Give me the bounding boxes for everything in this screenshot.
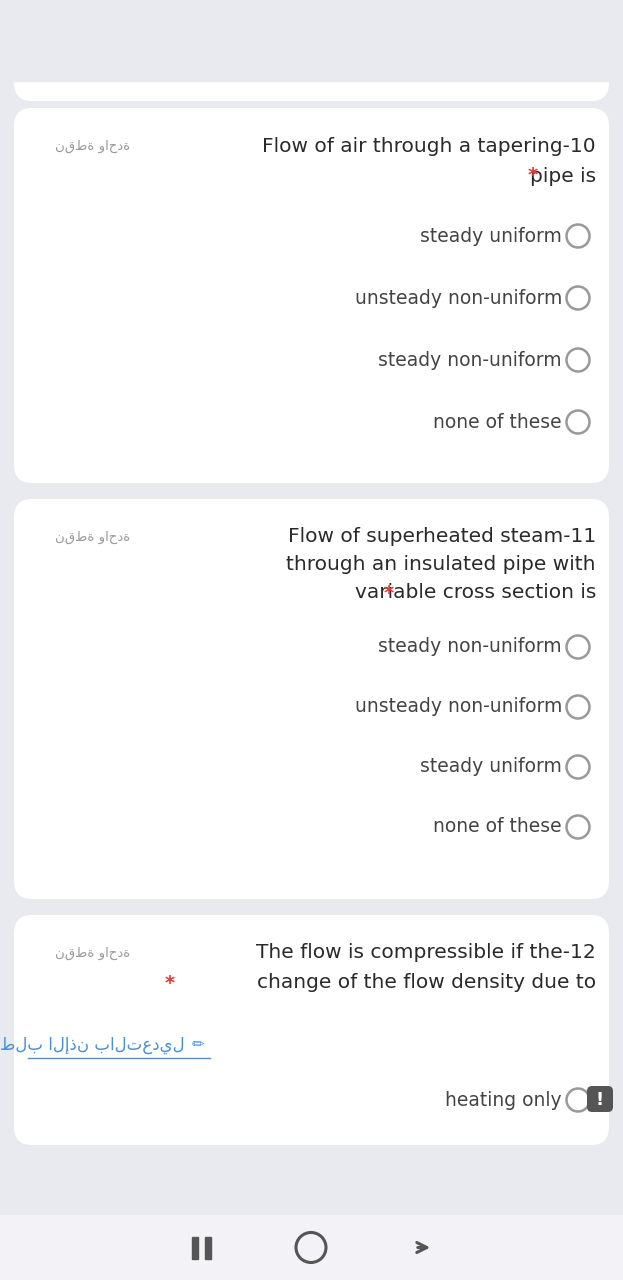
- Bar: [205, 1236, 211, 1258]
- Text: heating only: heating only: [445, 1091, 562, 1110]
- Text: unsteady non-uniform: unsteady non-uniform: [354, 698, 562, 717]
- Text: Flow of superheated steam-11: Flow of superheated steam-11: [288, 527, 596, 547]
- Text: *: *: [384, 584, 394, 603]
- Text: through an insulated pipe with: through an insulated pipe with: [287, 556, 596, 575]
- Text: نقطة واحدة: نقطة واحدة: [55, 530, 130, 544]
- Text: نقطة واحدة: نقطة واحدة: [55, 946, 130, 960]
- FancyBboxPatch shape: [14, 499, 609, 899]
- Bar: [0, 1215, 623, 1280]
- Bar: [0, 1215, 623, 1280]
- Text: The flow is compressible if the-12: The flow is compressible if the-12: [256, 943, 596, 963]
- FancyBboxPatch shape: [14, 108, 609, 483]
- FancyBboxPatch shape: [14, 36, 609, 101]
- Text: none of these: none of these: [434, 818, 562, 837]
- Text: unsteady non-uniform: unsteady non-uniform: [354, 288, 562, 307]
- Text: steady non-uniform: steady non-uniform: [378, 637, 562, 657]
- Text: Flow of air through a tapering-10: Flow of air through a tapering-10: [262, 137, 596, 155]
- FancyBboxPatch shape: [587, 1085, 613, 1112]
- FancyBboxPatch shape: [14, 36, 609, 81]
- Text: Y·:Y۱: Y·:Y۱: [574, 10, 609, 26]
- Bar: [192, 1236, 198, 1258]
- FancyBboxPatch shape: [14, 915, 609, 1146]
- Text: pipe is: pipe is: [530, 166, 596, 186]
- Text: steady non-uniform: steady non-uniform: [378, 351, 562, 370]
- Text: طلب الإذن بالتعديل: طلب الإذن بالتعديل: [1, 1036, 185, 1053]
- Text: !: !: [596, 1091, 604, 1108]
- Text: none of these: none of these: [434, 412, 562, 431]
- Text: 2 %19 ll. ޒ: 2 %19 ll. ޒ: [14, 10, 91, 26]
- Bar: [0, 0, 623, 36]
- Text: ✏: ✏: [192, 1038, 205, 1052]
- Text: *: *: [165, 974, 175, 992]
- Text: steady uniform: steady uniform: [420, 758, 562, 777]
- Text: change of the flow density due to: change of the flow density due to: [257, 974, 596, 992]
- Bar: [0, 0, 623, 81]
- Text: *: *: [528, 166, 538, 186]
- Text: steady uniform: steady uniform: [420, 227, 562, 246]
- Text: variable cross section is: variable cross section is: [354, 584, 596, 603]
- Text: نقطة واحدة: نقطة واحدة: [55, 140, 130, 152]
